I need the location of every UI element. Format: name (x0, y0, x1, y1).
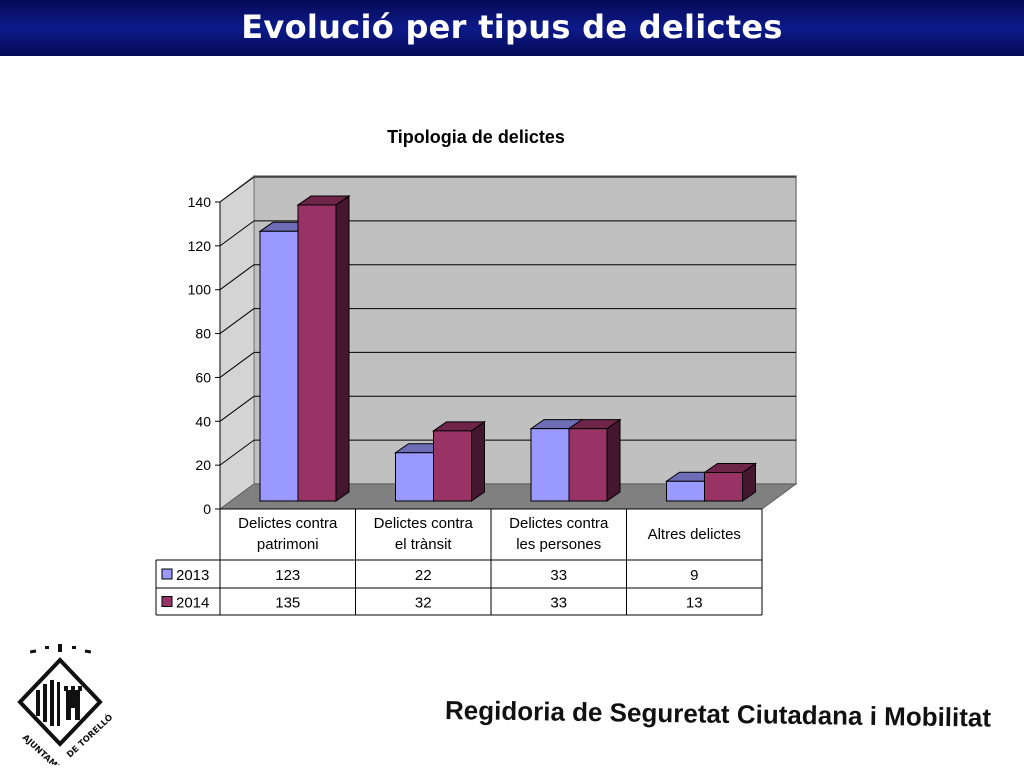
bars (258, 195, 758, 502)
x-category-label: patrimoni (257, 536, 319, 553)
y-tick-label: 100 (188, 282, 212, 298)
gridline-side (219, 308, 255, 334)
table-value: 33 (550, 567, 567, 584)
y-tick-label: 20 (195, 457, 211, 473)
table-value: 32 (415, 595, 432, 612)
bar-side (335, 195, 350, 502)
y-tick-label: 40 (195, 413, 211, 429)
y-tick-label: 80 (195, 326, 211, 342)
table-value: 22 (415, 567, 432, 584)
y-tick-label: 140 (188, 194, 212, 210)
legend-label: 2014 (176, 595, 209, 612)
legend-swatch (161, 596, 173, 607)
x-category-label: Delictes contra (238, 515, 338, 532)
x-category-label: Delictes contra (374, 515, 474, 532)
side-wall (219, 174, 255, 510)
gridline-side (219, 220, 255, 247)
town-logo: AJUNTAMENT DE TORELLÓ (17, 644, 115, 765)
bar-front (704, 471, 743, 502)
y-tick-label: 0 (203, 501, 211, 517)
gridline-side (219, 176, 255, 203)
x-category-label: Delictes contra (509, 515, 609, 532)
x-category-label: les persones (516, 536, 601, 553)
y-tick-label: 60 (195, 369, 211, 385)
table-value: 33 (550, 595, 567, 612)
x-category-label: Altres delictes (648, 526, 741, 543)
gridline-side (219, 395, 255, 422)
bar-front (395, 452, 434, 502)
x-category-label: el trànsit (395, 536, 453, 553)
bar (567, 418, 622, 502)
legend-label: 2013 (176, 567, 209, 584)
table-value: 9 (690, 567, 698, 584)
chart-title: Tipologia de delictes (387, 127, 565, 147)
bar-side (471, 420, 485, 502)
legend-swatch (161, 568, 173, 580)
gridline-side (219, 352, 255, 378)
gridline-side (219, 439, 255, 466)
bar (431, 420, 487, 502)
bar (296, 195, 351, 502)
bar-front (433, 430, 472, 502)
bar-front (666, 480, 705, 502)
y-tick-label: 120 (188, 238, 212, 254)
slide-title: Evolució per tipus de delictes (241, 8, 783, 46)
bar-front (568, 428, 608, 502)
bar-front (297, 204, 337, 502)
table-value: 123 (275, 567, 300, 584)
bar-front (530, 428, 570, 502)
bar-side (606, 418, 621, 502)
slide-header: Evolució per tipus de delictes (0, 0, 1024, 56)
bar-front (259, 230, 299, 502)
bar (702, 462, 758, 502)
table-value: 135 (275, 595, 300, 612)
data-table: Delictes contra patrimoni Delictes contra e… (155, 508, 763, 616)
table-value: 13 (686, 595, 703, 612)
gridline-side (219, 264, 255, 291)
